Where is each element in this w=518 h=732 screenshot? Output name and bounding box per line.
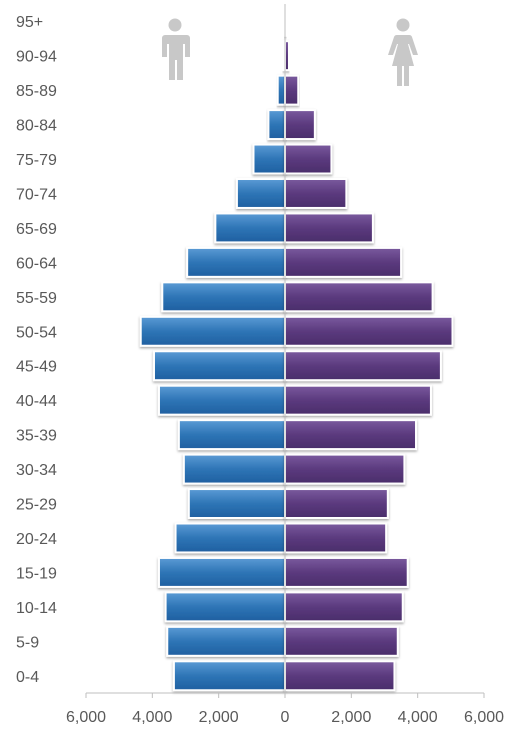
bar-female-55-59	[284, 281, 434, 313]
x-tick-label: 4,000	[132, 709, 172, 726]
gender-icons	[162, 18, 418, 86]
bar-female-40-44	[284, 384, 432, 416]
category-label: 10-14	[16, 600, 57, 617]
category-label: 50-54	[16, 324, 57, 341]
bar-male-40-44	[157, 384, 286, 416]
bars	[139, 5, 454, 692]
bar-female-30-34	[284, 453, 406, 485]
bar-female-0-4	[284, 660, 396, 692]
category-label: 15-19	[16, 565, 57, 582]
bar-female-65-69	[284, 212, 374, 244]
bar-female-10-14	[284, 591, 404, 623]
category-label: 60-64	[16, 255, 57, 272]
category-label: 65-69	[16, 221, 57, 238]
bar-female-5-9	[284, 625, 399, 657]
category-label: 40-44	[16, 393, 57, 410]
category-label: 75-79	[16, 152, 57, 169]
category-labels: 0-4 5-9 10-14 15-19 20-24 25-29 30-34 35-39 40-4…	[16, 14, 57, 686]
bar-female-80-84	[284, 109, 316, 141]
bar-male-60-64	[186, 246, 287, 278]
category-label: 5-9	[16, 634, 39, 651]
x-tick-label: 6,000	[66, 709, 106, 726]
x-tick-label: 0	[281, 709, 290, 726]
x-tick-label: 6,000	[464, 709, 504, 726]
bar-male-75-79	[252, 143, 287, 175]
bar-male-70-74	[235, 178, 287, 209]
bar-female-45-49	[284, 350, 442, 382]
bar-female-75-79	[284, 143, 333, 175]
bar-male-20-24	[174, 522, 286, 554]
bar-male-10-14	[164, 591, 287, 623]
bar-male-5-9	[166, 625, 286, 657]
bar-male-25-29	[187, 488, 286, 519]
bar-male-0-4	[172, 660, 286, 692]
category-label: 25-29	[16, 497, 57, 514]
bar-male-55-59	[161, 281, 287, 313]
bar-female-35-39	[284, 419, 418, 451]
bar-female-60-64	[284, 246, 403, 278]
bar-female-90-94	[284, 40, 290, 72]
category-label: 30-34	[16, 462, 57, 479]
bar-male-15-19	[157, 556, 286, 588]
category-label: 80-84	[16, 118, 57, 135]
bar-male-50-54	[139, 315, 286, 347]
x-axis: 6,000 4,000 2,000 0 2,000 4,000 6,000	[66, 4, 504, 726]
category-label: 70-74	[16, 186, 57, 203]
x-tick-label: 4,000	[398, 709, 438, 726]
category-label: 90-94	[16, 49, 57, 66]
male-icon	[162, 18, 190, 80]
bar-male-65-69	[214, 212, 287, 244]
bar-female-50-54	[284, 315, 454, 347]
bar-female-85-89	[284, 74, 300, 106]
category-label: 0-4	[16, 669, 39, 686]
category-label: 20-24	[16, 531, 57, 548]
bar-female-20-24	[284, 522, 388, 554]
bar-male-80-84	[267, 109, 286, 141]
bar-female-15-19	[284, 556, 409, 588]
category-label: 35-39	[16, 428, 57, 445]
female-icon	[388, 18, 418, 86]
category-label: 55-59	[16, 290, 57, 307]
x-tick-label: 2,000	[199, 709, 239, 726]
bar-female-25-29	[284, 488, 389, 519]
bar-male-45-49	[152, 350, 286, 382]
bar-male-85-89	[276, 74, 287, 106]
category-label: 45-49	[16, 359, 57, 376]
bar-male-30-34	[182, 453, 286, 485]
x-tick-label: 2,000	[331, 709, 371, 726]
category-label: 95+	[16, 14, 43, 31]
bar-male-35-39	[177, 419, 286, 451]
bar-female-70-74	[284, 178, 348, 209]
category-label: 85-89	[16, 83, 57, 100]
